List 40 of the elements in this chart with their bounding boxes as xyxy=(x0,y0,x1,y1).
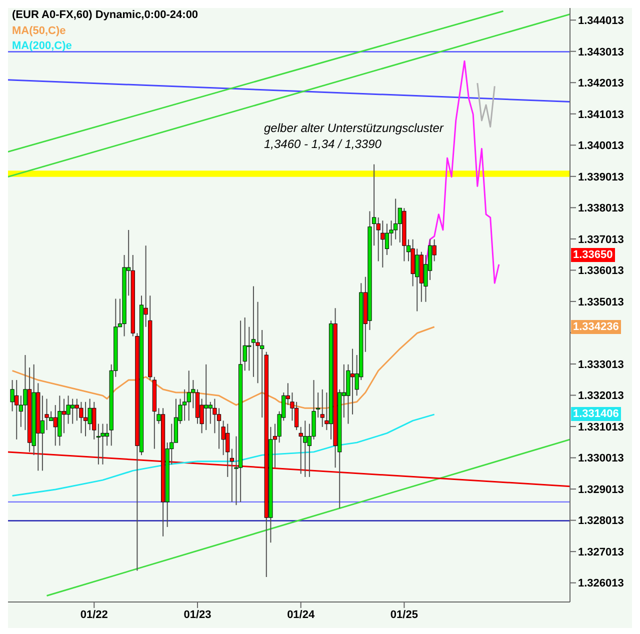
x-tick-label: 01/23 xyxy=(184,608,212,621)
annotation: 1,3460 - 1,34 / 1,3390 xyxy=(264,136,382,152)
y-tick-label: 1.335013 xyxy=(578,296,624,308)
y-tick-label: 1.330013 xyxy=(578,452,624,465)
y-tick-label: 1.343013 xyxy=(578,46,624,58)
candlestick xyxy=(100,423,105,465)
text: 1.33650 xyxy=(571,248,615,262)
candlestick xyxy=(350,348,355,415)
y-tick-label: 1.332013 xyxy=(578,390,624,402)
y-tick-label: 1.337013 xyxy=(578,234,624,246)
text: 1.331406 xyxy=(571,407,621,422)
candlestick xyxy=(79,401,84,434)
y-tick-label: 1.338013 xyxy=(578,202,624,215)
chart-title: (EUR A0-FX,60) Dynamic,0:00-24:00 xyxy=(12,9,198,21)
y-tick-label: 1.342013 xyxy=(578,78,624,90)
y-tick-label: 1.339013 xyxy=(578,171,624,184)
y-tick-label: 1.344013 xyxy=(578,15,624,28)
text: 1.334236 xyxy=(571,320,621,334)
annotation: gelber alter Unterstützungscluster xyxy=(264,120,444,136)
line-series xyxy=(476,82,496,128)
candlestick xyxy=(294,401,299,431)
y-tick-label: 1.329013 xyxy=(578,484,624,496)
y-tick-label: 1.326013 xyxy=(578,578,624,590)
y-tick-label: 1.336013 xyxy=(578,265,624,278)
text: MA(200,C)e xyxy=(12,39,72,54)
x-tick-label: 01/22 xyxy=(80,608,108,621)
y-tick-label: 1.340013 xyxy=(578,140,624,152)
candlestick xyxy=(384,223,390,256)
y-tick-label: 1.328013 xyxy=(578,515,624,528)
candlestick xyxy=(83,401,88,437)
candlestick xyxy=(62,398,66,434)
y-tick-label: 1.331013 xyxy=(578,421,624,434)
y-tick-label: 1.333013 xyxy=(578,358,624,371)
candlestick xyxy=(251,286,256,378)
x-tick-label: 01/25 xyxy=(390,608,418,621)
x-tick-label: 01/24 xyxy=(287,608,316,621)
candlestick xyxy=(216,408,222,450)
y-tick-label: 1.327013 xyxy=(578,546,624,558)
text: MA(50,C)e xyxy=(12,24,67,39)
y-tick-label: 1.341013 xyxy=(578,108,624,121)
